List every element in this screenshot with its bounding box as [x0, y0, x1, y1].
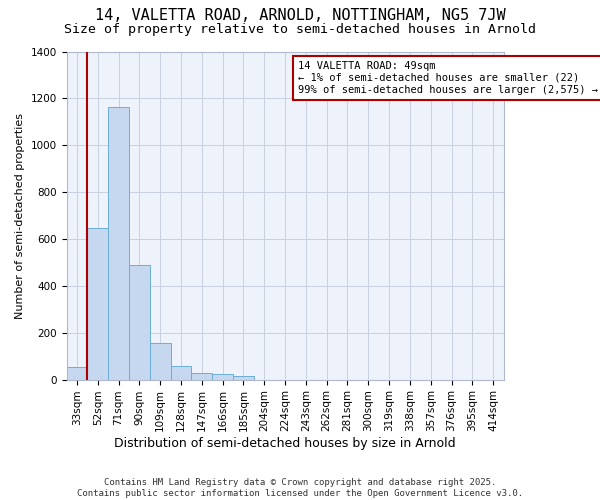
Bar [191, 372, 212, 380]
Bar [212, 374, 233, 380]
Bar [233, 376, 254, 380]
Y-axis label: Number of semi-detached properties: Number of semi-detached properties [15, 112, 25, 318]
Text: 14, VALETTA ROAD, ARNOLD, NOTTINGHAM, NG5 7JW: 14, VALETTA ROAD, ARNOLD, NOTTINGHAM, NG… [95, 8, 505, 22]
Bar [108, 106, 129, 380]
Bar [129, 266, 150, 380]
Bar [67, 366, 88, 380]
Bar [150, 343, 170, 380]
Bar [170, 366, 191, 380]
Text: Contains HM Land Registry data © Crown copyright and database right 2025.
Contai: Contains HM Land Registry data © Crown c… [77, 478, 523, 498]
X-axis label: Distribution of semi-detached houses by size in Arnold: Distribution of semi-detached houses by … [114, 437, 456, 450]
Bar [88, 228, 108, 380]
Text: 14 VALETTA ROAD: 49sqm
← 1% of semi-detached houses are smaller (22)
99% of semi: 14 VALETTA ROAD: 49sqm ← 1% of semi-deta… [298, 62, 598, 94]
Text: Size of property relative to semi-detached houses in Arnold: Size of property relative to semi-detach… [64, 22, 536, 36]
